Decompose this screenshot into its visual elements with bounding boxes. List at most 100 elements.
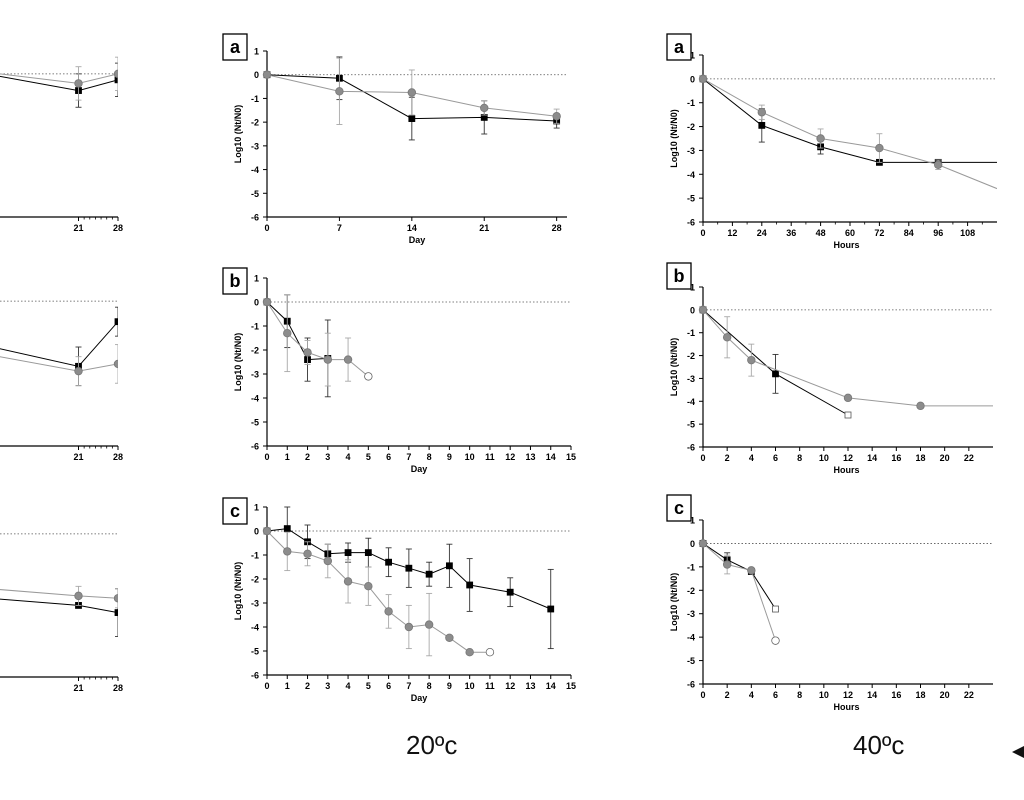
x-tick-label: 13 [525, 452, 535, 462]
x-tick-label: 21 [73, 452, 83, 462]
x-tick-label: 0 [264, 223, 269, 233]
x-tick-label: 8 [797, 453, 802, 463]
x-tick-label: 6 [386, 452, 391, 462]
y-tick-label: -3 [687, 146, 695, 156]
data-point [384, 607, 393, 616]
y-tick-label: -2 [687, 351, 695, 361]
series-line [702, 309, 993, 407]
x-tick-label: 1 [285, 452, 290, 462]
x-tick-label: 20 [940, 453, 950, 463]
y-tick-label: -4 [251, 623, 259, 633]
y-tick-label: -6 [251, 442, 259, 452]
y-tick-label: 0 [254, 527, 259, 537]
data-point [552, 112, 561, 121]
x-tick-label: 0 [700, 453, 705, 463]
x-tick-label: 10 [465, 452, 475, 462]
plot-area [0, 306, 118, 387]
data-point [916, 401, 925, 411]
x-tick-label: 60 [845, 228, 855, 238]
data-point [335, 87, 344, 96]
x-tick-label: 14 [867, 453, 877, 463]
y-tick-label: -4 [687, 633, 695, 643]
series-2 [698, 305, 993, 411]
y-tick-label: -2 [687, 586, 695, 596]
y-tick-label: 0 [690, 539, 695, 549]
data-point [114, 76, 118, 84]
x-axis-label: Day [409, 235, 426, 245]
x-tick-label: 8 [427, 452, 432, 462]
y-tick-label: -1 [687, 98, 695, 108]
x-tick-label: 2 [305, 681, 310, 691]
x-axis-label: Hours [833, 702, 859, 712]
y-tick-label: 1 [254, 503, 259, 513]
x-tick-label: 12 [505, 452, 515, 462]
data-point [344, 549, 352, 556]
x-tick-label: 21 [73, 683, 83, 693]
series-line [0, 598, 118, 614]
y-tick-label: 1 [690, 516, 695, 526]
series-1 [699, 75, 997, 166]
data-point [113, 69, 118, 79]
y-tick-label: -6 [687, 443, 695, 453]
x-tick-label: 16 [891, 690, 901, 700]
x-tick-label: 5 [366, 452, 371, 462]
data-point [74, 79, 83, 88]
y-tick-label: -5 [251, 647, 259, 657]
data-point [722, 560, 732, 569]
y-axis-label: Log10 (Nt/N0) [669, 573, 679, 632]
condition-label-20c: 20ºc [406, 730, 458, 760]
data-point [445, 633, 454, 642]
plot-area [698, 305, 993, 419]
x-tick-label: 21 [479, 223, 489, 233]
series-2 [262, 526, 495, 657]
x-tick-label: 7 [406, 452, 411, 462]
series-2 [262, 57, 561, 125]
data-point [404, 622, 414, 632]
y-tick-label: 1 [254, 274, 259, 284]
x-tick-label: 72 [874, 228, 884, 238]
data-point [407, 88, 417, 97]
data-point [283, 329, 292, 338]
chart-40-c: 10-1-2-3-4-5-60 2 4 6 8 10 12 14 16 18 20 22HoursLo… [666, 494, 993, 712]
y-tick-label: -3 [687, 609, 695, 619]
y-tick-label: -6 [251, 671, 259, 681]
data-point [757, 108, 766, 117]
data-point [114, 318, 118, 326]
series-2 [0, 585, 118, 609]
y-tick-label: 1 [690, 51, 695, 61]
data-point [698, 539, 708, 548]
data-point [485, 648, 495, 657]
y-axis-label: Log10 (Nt/N0) [233, 105, 243, 164]
chart-left-a: 21 28 [0, 56, 123, 233]
y-tick-label: 0 [254, 298, 259, 308]
y-axis-label: Log10 (Nt/N0) [669, 109, 679, 168]
x-tick-label: 5 [366, 681, 371, 691]
chart-20-b: 10-1-2-3-4-5-60 1 2 3 4 5 6 7 8 9 10 11 12 13 14 15DayL… [222, 267, 576, 474]
panel-label-box [666, 262, 692, 290]
series-2 [262, 294, 373, 387]
plot-area [698, 539, 780, 645]
data-point [747, 566, 756, 575]
x-tick-label: 21 [73, 223, 83, 233]
data-point [758, 121, 766, 129]
x-tick-label: 11 [485, 452, 495, 462]
data-point [480, 103, 489, 113]
x-tick-label: 20 [940, 690, 950, 700]
data-point [425, 570, 433, 578]
panel-label-box [222, 33, 248, 61]
x-tick-label: 2 [725, 690, 730, 700]
x-tick-label: 12 [505, 681, 515, 691]
panel-label: c [230, 501, 240, 521]
data-point [283, 547, 292, 556]
y-tick-label: 0 [690, 305, 695, 315]
arrow-left-icon [1012, 745, 1024, 759]
panel-label: c [674, 498, 684, 518]
x-tick-label: 0 [700, 690, 705, 700]
x-tick-label: 4 [346, 452, 351, 462]
series-2 [0, 344, 118, 387]
x-tick-label: 8 [797, 690, 802, 700]
data-point [323, 556, 332, 566]
y-tick-label: -4 [251, 165, 259, 175]
plot-area [0, 56, 118, 108]
series-line [702, 543, 776, 610]
